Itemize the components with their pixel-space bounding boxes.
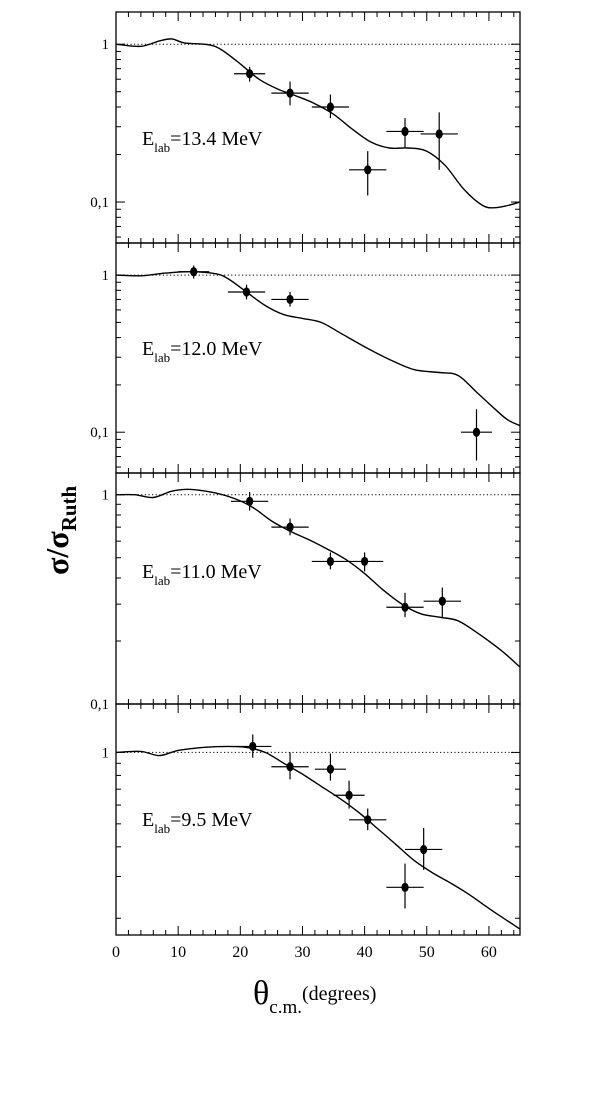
- data-point: [423, 587, 461, 618]
- x-tick-label: 60: [481, 944, 497, 961]
- data-marker: [242, 287, 251, 297]
- y-tick-label: 1: [102, 488, 110, 504]
- data-marker: [364, 165, 372, 175]
- data-marker: [401, 882, 409, 892]
- y-axis-label-sub: Ruth: [57, 485, 81, 531]
- y-tick-label: 0,1: [90, 195, 109, 211]
- x-tick-label: 20: [232, 944, 248, 961]
- data-marker: [326, 556, 335, 567]
- data-marker: [420, 844, 428, 855]
- energy-label: Elab=12.0 MeV: [142, 338, 263, 365]
- fit-curve: [115, 745, 521, 930]
- energy-label-sub: lab: [154, 350, 170, 365]
- data-marker: [249, 741, 257, 752]
- energy-label-prefix: E: [142, 561, 154, 583]
- data-point: [386, 863, 424, 909]
- energy-label: Elab=9.5 MeV: [142, 809, 253, 836]
- data-point: [311, 552, 350, 570]
- data-marker: [286, 294, 294, 305]
- panel-4: 1 Elab=9.5 MeV 0 10 20 30 40 50 60: [102, 703, 521, 961]
- y-axis-label-main: σ/σ: [39, 531, 75, 575]
- x-axis-label-sub: c.m.: [269, 997, 302, 1018]
- panel-frame: [115, 472, 521, 705]
- data-marker: [286, 88, 294, 98]
- energy-label: Elab=13.4 MeV: [142, 128, 263, 155]
- panel-1: 1 0,1 Elab=13.4 MeV: [90, 11, 521, 244]
- y-tick-label: 1: [102, 745, 110, 761]
- data-point: [234, 734, 272, 758]
- x-axis-label-suffix: (degrees): [302, 983, 376, 1005]
- data-point: [333, 780, 365, 809]
- x-tick-label: 30: [294, 944, 310, 961]
- data-point: [386, 118, 424, 148]
- data-point: [178, 265, 210, 279]
- fit-curve: [115, 488, 521, 668]
- data-point: [311, 94, 350, 119]
- energy-label-prefix: E: [142, 128, 154, 150]
- energy-label-sub: lab: [154, 140, 170, 155]
- panel-frame: [115, 703, 521, 936]
- x-tick-label: 10: [170, 944, 186, 961]
- data-marker: [246, 496, 254, 506]
- energy-label-value: =13.4 MeV: [170, 128, 263, 150]
- data-point: [271, 292, 309, 307]
- data-marker: [345, 790, 353, 800]
- data-point: [349, 808, 387, 831]
- data-marker: [286, 762, 294, 772]
- data-marker: [286, 522, 294, 532]
- data-point: [420, 112, 458, 170]
- data-marker: [401, 126, 409, 137]
- x-tick-label: 50: [419, 944, 435, 961]
- data-point: [271, 81, 309, 106]
- data-point: [460, 409, 493, 461]
- panel-2: 1 0,1 Elab=12.0 MeV: [90, 242, 521, 474]
- energy-label: Elab=11.0 MeV: [142, 561, 262, 588]
- data-marker: [246, 69, 254, 79]
- data-point: [314, 753, 346, 781]
- data-marker: [190, 267, 198, 277]
- x-tick-label: 40: [357, 944, 373, 961]
- energy-label-prefix: E: [142, 809, 154, 831]
- data-point: [345, 552, 384, 572]
- x-tick-label: 0: [112, 944, 120, 961]
- data-point: [349, 151, 387, 196]
- y-tick-label: 0,1: [90, 425, 109, 441]
- energy-label-value: =11.0 MeV: [170, 561, 262, 583]
- y-tick-label: 1: [102, 37, 110, 53]
- data-point: [405, 828, 443, 870]
- data-point: [234, 66, 266, 82]
- data-marker: [326, 764, 335, 774]
- y-tick-label: 0,1: [90, 697, 109, 713]
- data-marker: [364, 815, 372, 825]
- data-marker: [361, 556, 369, 567]
- data-point: [271, 752, 309, 780]
- data-marker: [401, 602, 409, 612]
- energy-label-sub: lab: [154, 573, 170, 588]
- data-point: [386, 592, 424, 618]
- data-marker: [472, 427, 481, 437]
- energy-label-value: =12.0 MeV: [170, 338, 263, 360]
- data-marker: [435, 129, 443, 139]
- x-axis-label: θc.m.(degrees): [253, 975, 376, 1018]
- y-axis-label: σ/σRuth: [39, 485, 81, 575]
- fit-curve: [115, 38, 521, 209]
- energy-label-sub: lab: [154, 821, 170, 836]
- panel-3: 1 0,1 Elab=11.0 MeV: [90, 472, 521, 713]
- data-point: [227, 284, 266, 300]
- x-axis-label-main: θ: [253, 975, 269, 1012]
- data-marker: [438, 596, 446, 606]
- data-point: [230, 492, 269, 511]
- data-point: [271, 518, 309, 536]
- energy-label-value: =9.5 MeV: [170, 809, 253, 831]
- y-tick-label: 1: [102, 268, 110, 284]
- energy-label-prefix: E: [142, 338, 154, 360]
- data-marker: [326, 102, 335, 112]
